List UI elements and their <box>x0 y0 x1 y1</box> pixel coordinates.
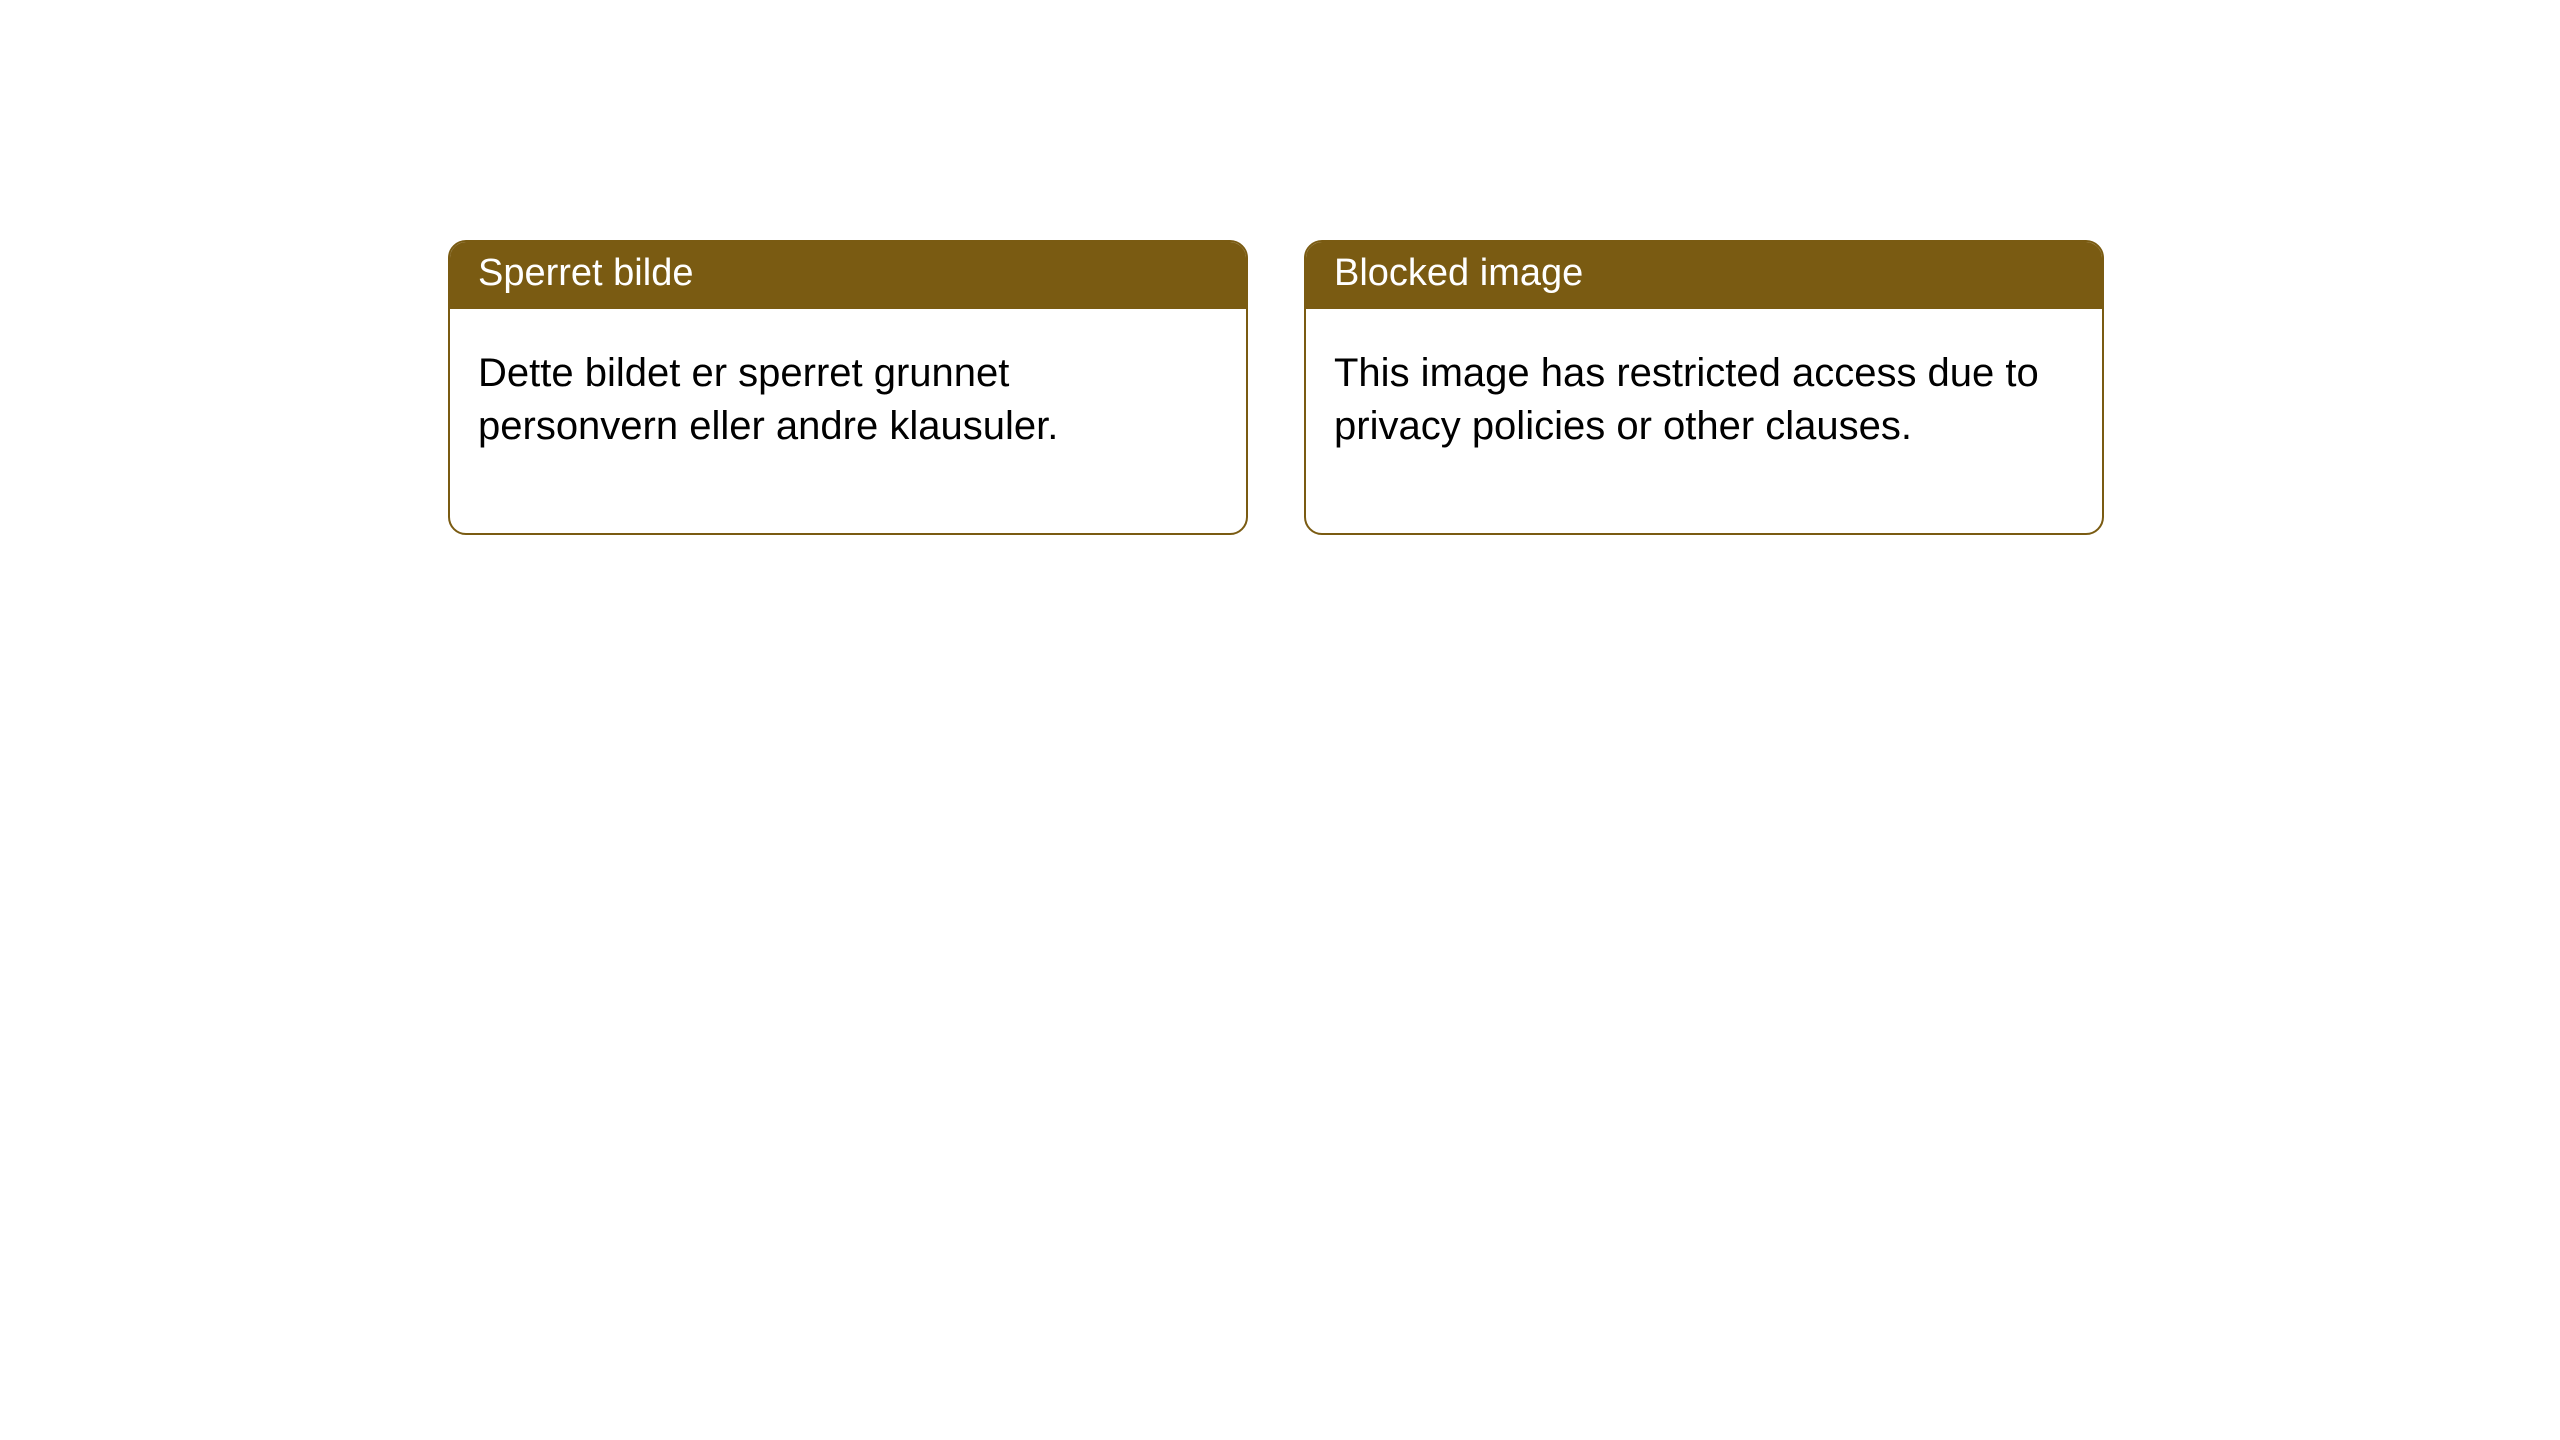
notice-card-no: Sperret bilde Dette bildet er sperret gr… <box>448 240 1248 535</box>
notice-container: Sperret bilde Dette bildet er sperret gr… <box>448 240 2104 535</box>
notice-header-no: Sperret bilde <box>450 242 1246 309</box>
notice-header-en: Blocked image <box>1306 242 2102 309</box>
notice-card-en: Blocked image This image has restricted … <box>1304 240 2104 535</box>
notice-body-no: Dette bildet er sperret grunnet personve… <box>450 309 1246 533</box>
notice-body-en: This image has restricted access due to … <box>1306 309 2102 533</box>
